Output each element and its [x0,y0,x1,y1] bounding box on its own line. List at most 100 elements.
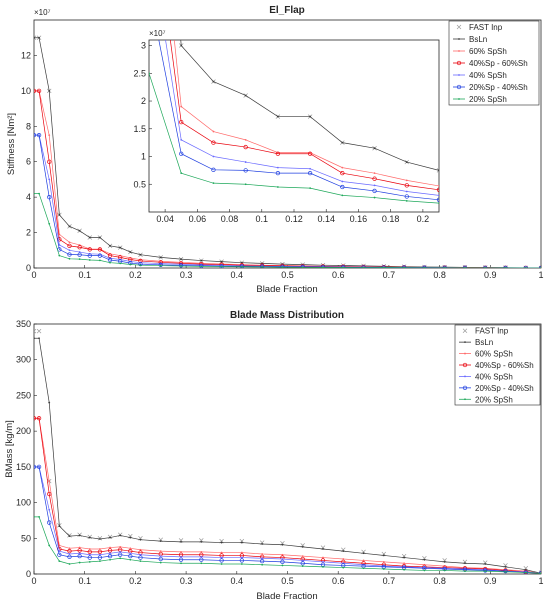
data-point [97,555,103,560]
data-point [504,565,507,568]
legend-label: 20% SpSh [475,395,513,404]
data-point [109,552,111,555]
data-point [78,546,81,549]
y-tick-label: 2.5 [133,68,146,78]
y-tick-label: 4 [26,192,31,202]
data-point [199,557,204,562]
x-tick-label: 0.6 [332,270,345,280]
data-point [342,266,345,268]
x-tick-label: 0.12 [285,214,303,224]
legend-entry: 20%Sp - 40%Sh [459,384,534,393]
data-point [180,261,182,264]
data-point [36,464,42,470]
x-tick-label: 0.1 [256,214,269,224]
data-point [68,553,71,555]
series-20-spsh [34,192,541,268]
data-point [438,202,439,205]
data-point [128,553,133,559]
data-point [244,161,247,163]
data-point [36,416,42,421]
chart-title: El_Flap [269,5,305,16]
x-tick-label: 0.4 [231,576,244,586]
x-tick-label: 0.7 [383,270,396,280]
data-point [68,563,71,565]
data-point [179,119,184,125]
series-bsln [34,337,541,574]
inset-axis-ticks: 0.04 0.06 0.08 0.1 0.12 0.14 0.16 0.18 0.2 0.5 1 1.… [133,41,429,224]
data-point [119,545,122,548]
data-point [179,151,184,156]
legend-label: 40% SpSh [469,71,507,80]
series-20-spsh [34,515,541,574]
data-point [301,565,304,568]
data-point [404,194,409,199]
data-point [301,545,304,548]
data-point [129,552,132,555]
data-point [261,563,264,566]
y-tick-label: 100 [16,498,31,508]
series-40-sp-60-sh [169,40,439,192]
data-point [48,508,51,511]
data-point [139,560,142,563]
data-point [422,564,427,570]
data-point [88,548,91,550]
data-point [484,267,487,268]
data-point [382,560,385,563]
data-point [68,535,71,538]
data-point [261,553,264,555]
legend-entry: 40%Sp - 60%Sh [459,361,534,370]
legend-swatch-marker [458,38,460,40]
legend-swatch-marker [462,362,468,368]
data-point [538,570,541,574]
data-point [38,515,40,518]
data-point [78,561,81,564]
data-point [464,562,466,565]
legend-swatch-marker [464,341,466,344]
data-point [443,569,446,572]
x-tick-label: 0 [31,576,36,586]
legend-entry: 40% SpSh [453,71,507,80]
data-point [240,265,243,268]
data-point [68,257,71,260]
data-point [423,569,426,572]
data-point [78,258,81,261]
y-tick-label: 50 [21,533,31,543]
data-point [58,550,61,553]
data-point [341,166,344,169]
data-point [38,192,40,195]
data-point [404,183,409,188]
data-point [109,261,111,264]
series-line [169,40,439,191]
data-point [403,556,406,559]
data-point [276,186,279,188]
data-point [159,561,162,564]
legend-entry: FAST Inp [462,327,509,336]
y-tick-label: 2 [141,96,146,106]
data-point [67,243,72,249]
data-point [180,555,182,558]
data-point [322,556,324,559]
data-point [483,568,488,573]
data-point [436,197,439,202]
data-point [139,253,142,256]
data-point [307,171,313,176]
data-point [211,167,216,172]
data-point [199,263,204,268]
data-point [34,36,35,39]
x-tick-label: 0.8 [433,576,446,586]
data-point [540,267,541,268]
data-point [119,246,122,249]
data-point [87,253,92,258]
data-point [382,554,385,557]
chart-el-flap: El_Flap ×10⁷ Blade Fraction Stiffness [N… [6,5,544,295]
x-tick-label: 0.2 [129,576,142,586]
legend-entry: 40% SpSh [459,372,513,381]
data-point [180,540,182,543]
data-point [159,264,162,267]
data-point [99,538,101,540]
data-point [88,236,91,239]
legend: FAST Inp BsLn 60% SpSh 40%Sp - 60%Sh 40% SpS… [448,20,540,106]
data-point [300,561,305,566]
data-point [423,558,426,561]
